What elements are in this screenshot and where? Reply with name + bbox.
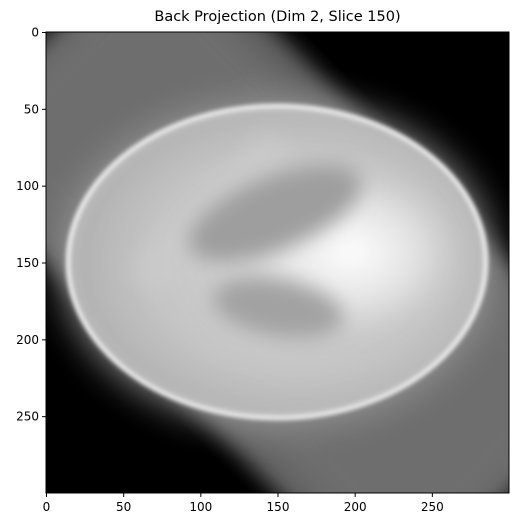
x-tick-label: 200 [344,500,367,514]
x-tick-label: 250 [421,500,444,514]
y-axis: 0 50 100 150 200 250 [16,26,46,424]
y-tick-label: 250 [16,410,39,424]
plot-title: Back Projection (Dim 2, Slice 150) [154,9,400,25]
x-tick-label: 0 [43,500,51,514]
x-tick-label: 50 [116,500,131,514]
x-tick-label: 150 [267,500,290,514]
y-tick-label: 0 [31,26,39,40]
y-tick-label: 200 [16,333,39,347]
x-tick-label: 100 [189,500,212,514]
x-axis: 0 50 100 150 200 250 [43,493,444,514]
y-tick-label: 150 [16,256,39,270]
y-tick-label: 100 [16,179,39,193]
y-tick-label: 50 [24,102,39,116]
